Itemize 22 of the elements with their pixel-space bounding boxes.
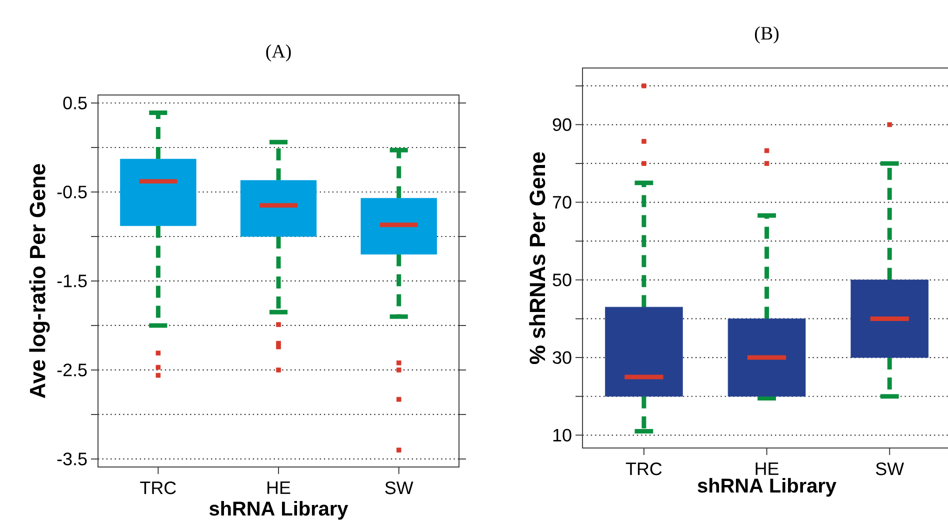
x-tick-label: TRC	[626, 462, 662, 476]
x-tick-label: SW	[385, 481, 414, 494]
y-tick-label: 70	[552, 196, 572, 209]
x-axis-title: shRNA Library	[698, 478, 836, 497]
y-tick-label: 10	[553, 428, 572, 442]
y-tick-label: -0.5	[57, 186, 87, 198]
y-tick-label: 50	[552, 274, 572, 286]
y-tick-label: -1.5	[57, 274, 87, 288]
x-tick-label: TRC	[140, 481, 176, 494]
y-tick-label: 30	[552, 351, 572, 364]
y-tick-label: -2.5	[57, 364, 87, 376]
chart-title: (B)	[754, 26, 779, 44]
x-tick-label: SW	[876, 462, 904, 476]
x-tick-label: HE	[268, 482, 290, 494]
x-tick-label: HE	[756, 462, 778, 475]
y-tick-label: 90	[552, 118, 572, 132]
y-axis-title: Ave log-ratio Per Gene	[29, 164, 50, 398]
x-axis-title: shRNA Library	[209, 501, 348, 520]
y-axis-title: % shRNAs Per Gene	[529, 152, 546, 364]
y-tick-label: -3.5	[57, 452, 87, 466]
y-tick-label: 0.5	[63, 96, 87, 110]
chart-title: (A)	[266, 44, 291, 62]
